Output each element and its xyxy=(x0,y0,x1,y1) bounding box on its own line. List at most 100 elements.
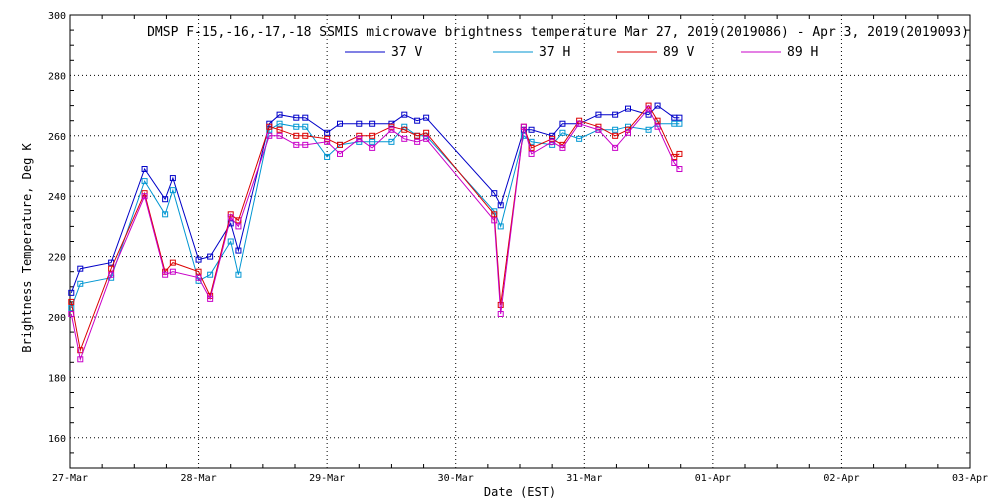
data-point-89-v xyxy=(414,132,421,139)
data-point-89-h xyxy=(77,356,84,363)
data-point-37-v xyxy=(491,190,498,197)
data-point-37-h xyxy=(401,123,408,130)
data-point-89-h xyxy=(645,105,652,112)
x-axis-tick-labels: 27-Mar 28-Mar 29-Mar 30-Mar 31-Mar 01-Apr 02-A… xyxy=(52,473,988,484)
data-point-89-h xyxy=(491,217,498,224)
data-point-89-v xyxy=(68,298,75,305)
data-point-89-v xyxy=(491,211,498,218)
data-point-37-h xyxy=(77,280,84,287)
data-point-89-h xyxy=(195,274,202,281)
data-point-89-h xyxy=(497,310,504,317)
x-tick-label: 30-Mar xyxy=(438,473,474,484)
data-point-89-h xyxy=(235,223,242,230)
data-point-89-h xyxy=(576,120,583,127)
data-point-89-h xyxy=(388,126,395,133)
data-point-89-v xyxy=(423,129,430,136)
data-point-89-v xyxy=(266,123,273,130)
data-point-37-v xyxy=(276,111,283,118)
y-tick-label: 220 xyxy=(48,253,66,264)
axis-ticks xyxy=(70,15,970,469)
y-tick-label: 280 xyxy=(48,71,66,82)
data-point-89-h xyxy=(169,268,176,275)
y-tick-label: 300 xyxy=(48,11,66,22)
data-point-89-h xyxy=(528,150,535,157)
data-point-89-h xyxy=(141,193,148,200)
data-point-37-v xyxy=(302,114,309,121)
data-point-89-h xyxy=(671,159,678,166)
y-tick-label: 240 xyxy=(48,192,66,203)
legend-label-89-v: 89 V xyxy=(663,45,694,60)
data-point-37-v xyxy=(162,196,169,203)
x-tick-label: 01-Apr xyxy=(695,473,731,484)
data-point-37-h xyxy=(324,153,331,160)
data-point-89-h xyxy=(595,126,602,133)
series-37-v xyxy=(68,102,683,296)
data-point-37-v xyxy=(337,120,343,127)
data-point-89-v xyxy=(595,123,602,130)
data-point-37-h xyxy=(369,138,376,145)
legend-label-37-h: 37 H xyxy=(539,45,570,60)
data-point-89-h xyxy=(676,166,683,173)
data-point-37-v xyxy=(169,175,176,182)
data-point-37-h xyxy=(141,178,148,185)
x-tick-label: 29-Mar xyxy=(309,473,345,484)
data-point-37-v xyxy=(235,247,242,254)
data-point-89-v xyxy=(302,132,309,139)
data-point-89-v xyxy=(276,126,283,133)
data-point-37-h xyxy=(293,123,300,130)
data-point-37-v xyxy=(654,102,661,109)
legend-label-37-v: 37 V xyxy=(391,45,422,60)
x-axis-title: Date (EST) xyxy=(484,485,556,499)
data-point-37-h xyxy=(645,126,652,133)
data-point-89-h xyxy=(414,138,421,145)
data-point-37-v xyxy=(528,126,535,133)
data-point-37-v xyxy=(676,114,683,121)
data-point-37-v xyxy=(324,129,331,136)
y-axis-title: Brightness Temperature, Deg K xyxy=(20,142,34,352)
data-point-37-h xyxy=(497,223,504,230)
data-point-37-h xyxy=(276,120,283,127)
data-point-37-h xyxy=(235,271,242,278)
data-point-89-h xyxy=(520,123,527,130)
data-point-89-h xyxy=(162,271,169,278)
y-axis-tick-labels: 160 180 200 220 240 260 280 300 xyxy=(48,11,66,445)
data-point-89-v xyxy=(369,132,376,139)
data-point-37-v xyxy=(497,202,504,209)
series-89-h xyxy=(68,105,683,363)
data-point-89-h xyxy=(612,144,619,151)
data-point-37-v xyxy=(414,117,421,124)
data-point-89-h xyxy=(356,135,363,142)
data-point-37-v xyxy=(293,114,300,121)
data-point-37-h xyxy=(207,271,214,278)
series-89-v xyxy=(68,102,683,354)
data-point-89-v xyxy=(337,141,343,148)
legend: 37 V 37 H 89 V 89 H xyxy=(345,45,818,60)
data-point-89-h xyxy=(276,132,283,139)
data-point-37-h xyxy=(612,126,619,133)
data-point-89-h xyxy=(559,144,566,151)
data-point-37-v xyxy=(595,111,602,118)
legend-label-89-h: 89 H xyxy=(787,45,818,60)
chart-title: DMSP F-15,-16,-17,-18 SSMIS microwave br… xyxy=(147,25,969,40)
data-point-37-h xyxy=(302,123,309,130)
data-point-37-v xyxy=(207,253,214,260)
data-point-37-v xyxy=(356,120,363,127)
y-tick-label: 160 xyxy=(48,434,66,445)
data-point-89-h xyxy=(369,144,376,151)
data-point-89-h xyxy=(654,123,661,130)
data-point-89-h xyxy=(207,295,214,302)
data-point-37-h xyxy=(676,120,683,127)
data-point-89-v xyxy=(195,268,202,275)
x-tick-label: 27-Mar xyxy=(52,473,88,484)
data-point-89-v xyxy=(169,259,176,266)
data-point-37-v xyxy=(68,289,75,296)
data-point-37-v xyxy=(625,105,631,112)
data-point-89-v xyxy=(293,132,300,139)
data-point-89-h xyxy=(68,310,75,317)
data-point-89-h xyxy=(337,150,343,157)
data-point-37-v xyxy=(423,114,430,121)
data-point-37-h xyxy=(227,238,234,245)
series-line-89-h xyxy=(70,107,680,362)
data-point-89-v xyxy=(401,126,408,133)
data-point-37-v xyxy=(195,256,202,263)
